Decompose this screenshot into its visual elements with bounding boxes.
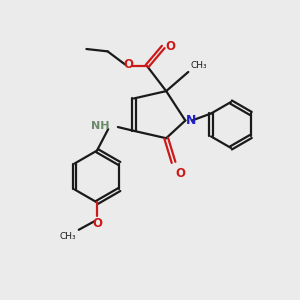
- Text: CH₃: CH₃: [190, 61, 207, 70]
- Text: NH: NH: [91, 121, 110, 130]
- Text: O: O: [175, 167, 185, 180]
- Text: O: O: [124, 58, 134, 71]
- Text: O: O: [92, 217, 102, 230]
- Text: CH₃: CH₃: [60, 232, 76, 241]
- Text: N: N: [185, 114, 196, 127]
- Text: O: O: [166, 40, 176, 53]
